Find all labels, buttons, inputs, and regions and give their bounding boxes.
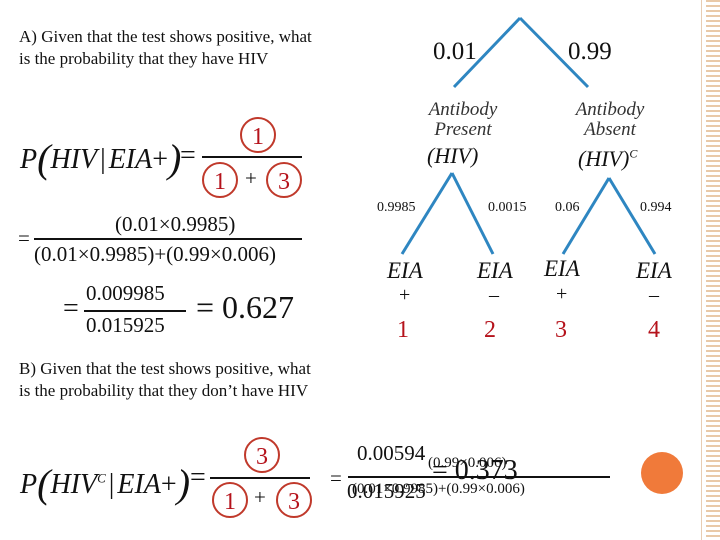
tree-branch-leaf-3 bbox=[561, 177, 611, 255]
plus-b: + bbox=[254, 485, 266, 509]
decorative-border-line bbox=[701, 0, 702, 540]
branch-prob-2: 0.0015 bbox=[488, 200, 527, 215]
question-b: B) Given that the test shows positive, w… bbox=[19, 359, 311, 400]
tree-branch-leaf-1 bbox=[400, 172, 454, 255]
leaf-sign-3: + bbox=[556, 283, 568, 305]
result-a: = 0.627 bbox=[196, 289, 295, 325]
branch-prob-1: 0.9985 bbox=[377, 200, 416, 215]
leaf-label-1: EIA bbox=[387, 258, 423, 283]
fraction-bar-a-2 bbox=[34, 238, 302, 240]
node-left-set: (HIV) bbox=[427, 143, 479, 168]
leaf-number-3: 3 bbox=[555, 317, 567, 343]
leaf-label-2: EIA bbox=[477, 258, 513, 283]
fraction-bar-b-1 bbox=[210, 477, 310, 479]
tree-branch-top-right bbox=[518, 16, 590, 89]
leaf-label-4: EIA bbox=[636, 258, 672, 283]
tree-branch-top-left bbox=[452, 16, 522, 89]
formula-b-lhs: P(HIVC | EIA+) bbox=[20, 461, 191, 506]
formula-a-lhs: P(HIV | EIA+) bbox=[20, 136, 182, 181]
equals-b-2: = bbox=[330, 466, 342, 490]
line3-numerator: 0.009985 bbox=[86, 281, 165, 305]
tree-branch-leaf-2 bbox=[450, 172, 495, 255]
line2-numerator: (0.01×0.9985) bbox=[115, 212, 236, 236]
branch-prob-3: 0.06 bbox=[555, 200, 580, 215]
equals-b-1: = bbox=[190, 462, 206, 493]
leaf-number-2: 2 bbox=[484, 317, 496, 343]
circle-den-b-2: 3 bbox=[276, 482, 312, 518]
fraction-bar-a-1 bbox=[202, 156, 302, 158]
leaf-number-4: 4 bbox=[648, 317, 660, 343]
plus-a: + bbox=[245, 166, 257, 190]
branch-prob-4: 0.994 bbox=[640, 200, 672, 215]
overlay-result: = 0.373 bbox=[432, 455, 518, 486]
prob-top-right: 0.99 bbox=[568, 38, 612, 65]
node-antibody-absent: Antibody Absent bbox=[575, 99, 645, 140]
tree-branch-leaf-4 bbox=[607, 177, 657, 255]
overlay-numerator: (0.99×0.006) bbox=[428, 455, 507, 471]
fraction-bar-a-3 bbox=[84, 310, 186, 312]
decorative-border bbox=[706, 0, 720, 540]
leaf-sign-2: – bbox=[489, 284, 499, 306]
circle-num-b: 3 bbox=[244, 437, 280, 473]
circle-den-b-1: 1 bbox=[212, 482, 248, 518]
leaf-number-1: 1 bbox=[397, 317, 409, 343]
prob-top-left: 0.01 bbox=[433, 38, 477, 65]
fraction-b-denominator: 0.015925 bbox=[347, 479, 426, 503]
equals-a-2: = bbox=[18, 226, 30, 250]
leaf-sign-4: – bbox=[649, 284, 659, 306]
fraction-b-numerator: 0.00594 bbox=[357, 441, 426, 465]
leaf-sign-1: + bbox=[399, 284, 411, 306]
node-antibody-present: Antibody Present bbox=[428, 99, 498, 140]
equals-a-3: = bbox=[63, 293, 79, 324]
fraction-bar-b-2 bbox=[348, 476, 610, 478]
node-right-set: (HIV)C bbox=[578, 146, 638, 171]
line3-denominator: 0.015925 bbox=[86, 313, 165, 337]
question-a: A) Given that the test shows positive, w… bbox=[19, 27, 312, 68]
leaf-label-3: EIA bbox=[544, 256, 580, 281]
equals-a-1: = bbox=[180, 140, 196, 171]
circle-den-a-1: 1 bbox=[202, 162, 238, 198]
circle-den-a-2: 3 bbox=[266, 162, 302, 198]
overlay-denominator: (0.01×0.9985)+(0.99×0.006) bbox=[352, 481, 525, 497]
line2-denominator: (0.01×0.9985)+(0.99×0.006) bbox=[34, 242, 277, 266]
circle-num-a: 1 bbox=[240, 117, 276, 153]
slide-accent-dot bbox=[641, 452, 683, 494]
